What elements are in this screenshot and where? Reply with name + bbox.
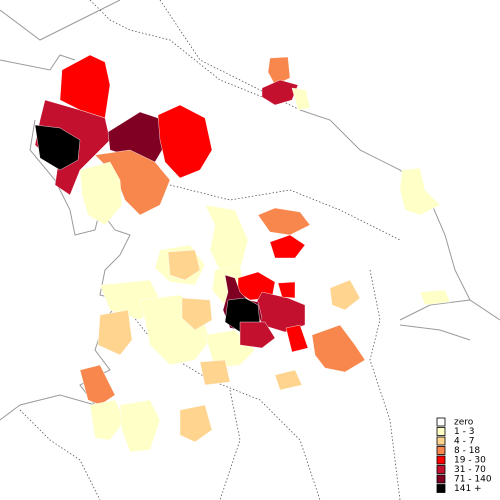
legend-label: 1 - 3 <box>454 427 474 437</box>
legend-label: zero <box>454 418 474 428</box>
legend-label: 141 + <box>454 484 482 494</box>
district <box>59 54 111 119</box>
district <box>89 399 126 441</box>
district <box>79 161 123 226</box>
district <box>291 87 311 111</box>
district <box>79 364 116 406</box>
district <box>181 297 213 331</box>
district <box>97 309 133 356</box>
district <box>261 79 299 106</box>
legend-swatch <box>436 465 446 474</box>
district <box>167 249 201 281</box>
district <box>179 404 213 443</box>
legend-label: 31 - 70 <box>454 465 486 475</box>
district <box>157 104 213 179</box>
district <box>204 204 249 276</box>
district <box>329 279 361 311</box>
district <box>399 167 441 216</box>
legend-swatch <box>436 436 446 446</box>
district <box>269 234 306 259</box>
legend-label: 71 - 140 <box>454 475 492 485</box>
legend-label: 19 - 30 <box>454 456 486 466</box>
district <box>107 111 166 163</box>
legend-swatch <box>436 455 446 465</box>
legend-swatch <box>436 417 446 427</box>
district <box>34 124 81 171</box>
districts <box>34 54 451 453</box>
legend-swatch <box>436 484 446 493</box>
district <box>119 399 161 453</box>
legend-swatch <box>436 474 446 484</box>
district <box>239 321 276 349</box>
district <box>199 359 231 386</box>
district <box>274 369 303 391</box>
district <box>285 324 309 353</box>
legend-swatch <box>436 427 446 436</box>
legend-label: 4 - 7 <box>454 437 474 447</box>
district <box>257 207 311 236</box>
district <box>311 324 366 373</box>
legend-label: 8 - 18 <box>454 446 480 456</box>
district <box>419 289 451 306</box>
district <box>277 281 296 299</box>
legend-swatch <box>436 446 446 455</box>
